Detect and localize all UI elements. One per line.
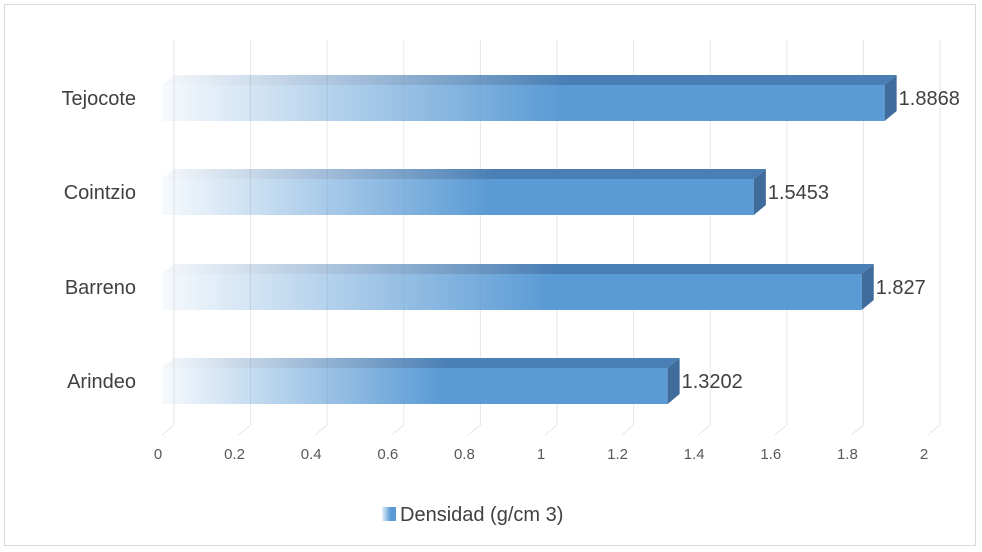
- bar-top-face: [162, 264, 874, 274]
- data-label: 1.827: [876, 277, 926, 299]
- legend-label: Densidad (g/cm 3): [400, 504, 563, 526]
- x-tick-label: 0: [154, 446, 162, 463]
- gridline-floor: [774, 424, 788, 436]
- gridline-floor: [697, 424, 711, 436]
- gridline-floor: [851, 424, 864, 436]
- bar-top-face: [162, 169, 766, 179]
- x-tick-label: 0.2: [224, 446, 245, 463]
- x-tick-label: 2: [920, 446, 928, 463]
- y-category-label: Arindeo: [67, 371, 136, 393]
- bar: [162, 368, 668, 404]
- gridline-floor: [314, 424, 328, 436]
- bar-end-face: [753, 169, 766, 215]
- gridline-floor: [621, 424, 634, 436]
- bar-end-face: [667, 358, 680, 404]
- data-label: 1.8868: [899, 88, 960, 110]
- gridline-floor: [544, 424, 558, 436]
- x-tick-label: 1.4: [684, 446, 705, 463]
- bar-top-face: [162, 75, 897, 85]
- data-label: 1.3202: [682, 371, 743, 393]
- x-tick-label: 1: [537, 446, 545, 463]
- bar-top-face: [162, 358, 680, 368]
- gridline-floor: [468, 424, 481, 436]
- legend: Densidad (g/cm 3): [382, 504, 563, 526]
- gridline-floor: [927, 424, 941, 436]
- x-tick-label: 1.6: [760, 446, 781, 463]
- bars: [162, 75, 897, 404]
- bar: [162, 274, 862, 310]
- x-tick-label: 0.8: [454, 446, 475, 463]
- x-tick-label: 1.2: [607, 446, 628, 463]
- bar-end-face: [884, 75, 897, 121]
- x-tick-label: 0.6: [377, 446, 398, 463]
- gridline-floor: [161, 424, 175, 436]
- bar: [162, 179, 754, 215]
- x-tick-label: 0.4: [301, 446, 322, 463]
- y-category-label: Barreno: [65, 277, 136, 299]
- y-category-label: Tejocote: [62, 88, 137, 110]
- gridline-floor: [238, 424, 251, 436]
- labels: 0 0.2 0.4 0.6 0.8 1 1.2 1.4 1.6 1.8 2 Tejocote 1.886…: [62, 88, 960, 463]
- legend-swatch: [382, 507, 396, 521]
- bar: [162, 85, 885, 121]
- x-tick-label: 1.8: [837, 446, 858, 463]
- y-category-label: Cointzio: [64, 182, 136, 204]
- data-label: 1.5453: [768, 182, 829, 204]
- gridline-floor: [391, 424, 405, 436]
- bar-end-face: [861, 264, 874, 310]
